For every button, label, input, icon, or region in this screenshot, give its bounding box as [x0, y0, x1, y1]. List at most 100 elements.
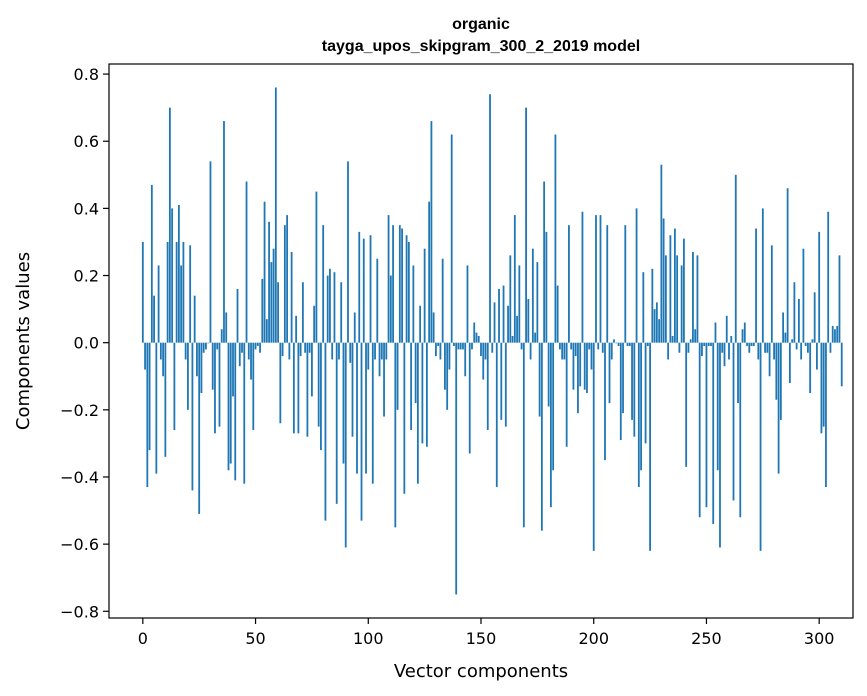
bar	[383, 342, 385, 417]
bar	[428, 201, 431, 343]
bar	[615, 342, 618, 344]
bar	[579, 342, 582, 387]
bar	[171, 208, 174, 343]
bar	[349, 342, 352, 363]
bar	[590, 342, 593, 370]
bar	[752, 342, 755, 347]
bar	[534, 332, 537, 343]
bar	[241, 342, 243, 353]
bar	[351, 342, 354, 437]
bar	[676, 255, 679, 343]
bar	[795, 342, 798, 350]
bar	[793, 282, 796, 343]
plot-frame	[108, 63, 854, 619]
bar	[730, 335, 733, 343]
bar	[261, 278, 264, 343]
bar	[371, 342, 374, 484]
bars-group	[141, 87, 843, 595]
bar	[836, 325, 839, 343]
bar	[520, 342, 523, 350]
bar	[150, 184, 153, 343]
bar	[358, 231, 361, 343]
bar	[448, 342, 451, 370]
bar	[482, 342, 485, 380]
bar	[308, 342, 311, 353]
bar	[155, 342, 158, 474]
bar	[739, 342, 742, 518]
bar	[356, 342, 358, 474]
bar	[723, 342, 726, 367]
bar	[344, 342, 347, 548]
bar	[701, 342, 703, 357]
bar	[664, 255, 667, 343]
bar	[175, 241, 178, 343]
bar	[444, 342, 446, 390]
bar	[480, 342, 482, 357]
bar	[338, 342, 340, 360]
bar	[191, 342, 194, 491]
bar	[509, 255, 512, 343]
bar	[187, 342, 189, 410]
y-tick-label: 0.4	[74, 199, 99, 218]
bar	[290, 252, 293, 343]
bar	[259, 342, 261, 353]
bar	[209, 161, 212, 343]
bar	[362, 238, 365, 343]
bar	[633, 342, 636, 437]
bar	[570, 342, 573, 350]
bar	[311, 342, 313, 397]
bar	[254, 342, 257, 350]
bar	[389, 275, 392, 343]
bar	[243, 342, 246, 484]
bar	[491, 342, 494, 353]
bar	[766, 342, 769, 353]
bar	[504, 342, 507, 427]
y-tick-label: 0.8	[74, 65, 99, 84]
x-tick-label: 100	[353, 629, 384, 648]
bar	[193, 295, 196, 343]
bar	[696, 255, 699, 343]
bar	[455, 342, 458, 595]
bar	[732, 342, 735, 501]
bar	[335, 342, 338, 504]
bar	[809, 342, 812, 394]
bar	[685, 342, 688, 467]
bar	[238, 342, 241, 367]
bar	[710, 342, 712, 347]
bar	[153, 295, 155, 343]
bar	[759, 342, 762, 551]
bar	[164, 342, 167, 457]
bar	[757, 342, 760, 360]
bar	[786, 188, 789, 343]
bar	[545, 231, 548, 343]
bar	[396, 342, 399, 410]
bar	[229, 342, 232, 464]
bar	[407, 241, 410, 343]
bar	[252, 342, 255, 430]
bar	[827, 211, 830, 343]
bar	[777, 342, 780, 474]
bar	[671, 335, 674, 343]
bar	[256, 342, 259, 347]
bar	[168, 107, 171, 343]
bar	[662, 218, 665, 343]
bar	[281, 342, 284, 357]
bar	[410, 342, 413, 430]
bar	[549, 342, 552, 508]
x-tick-label: 300	[804, 629, 835, 648]
bar	[714, 322, 717, 343]
bar	[450, 134, 453, 343]
bar	[403, 342, 406, 494]
bar	[385, 342, 388, 360]
bar	[822, 342, 825, 427]
bar	[173, 342, 176, 430]
bar	[464, 342, 467, 377]
bar	[340, 282, 343, 343]
bar	[536, 262, 539, 343]
bar	[829, 342, 832, 353]
bar	[788, 342, 791, 383]
bar	[297, 342, 300, 434]
bar	[527, 299, 530, 343]
bar	[177, 205, 180, 343]
